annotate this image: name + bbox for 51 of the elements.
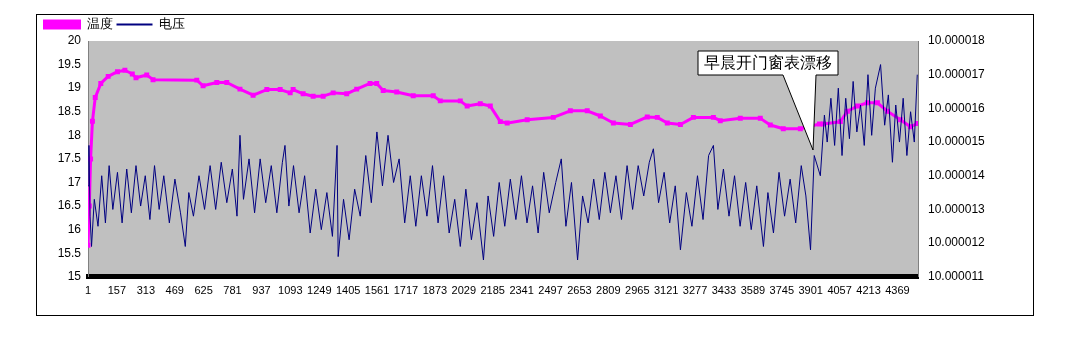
x-tick-label: 1873 — [422, 284, 448, 297]
x-tick-label: 781 — [223, 284, 242, 297]
x-tick-label: 4213 — [856, 284, 881, 297]
y2-tick-label: 10.000012 — [928, 235, 986, 250]
x-tick-label: 1405 — [335, 284, 361, 297]
x-tick-label: 3277 — [682, 284, 708, 297]
x-tick-label: 1 — [84, 284, 92, 297]
x-tick-label: 2341 — [509, 284, 534, 297]
x-tick-label: 2497 — [538, 284, 563, 297]
x-tick-label: 2809 — [596, 284, 621, 297]
y-tick-label: 15 — [67, 269, 82, 284]
legend-label: 电压 — [159, 16, 185, 32]
y2-tick-label: 10.000018 — [928, 33, 986, 48]
x-tick-label: 157 — [107, 284, 127, 297]
y-tick-label: 16.5 — [57, 198, 82, 213]
y2-tick-label: 10.000015 — [928, 134, 986, 149]
y-tick-label: 18.5 — [57, 104, 82, 119]
x-tick-label: 625 — [194, 284, 213, 297]
y2-tick-label: 10.000011 — [928, 269, 985, 284]
y-tick-label: 20 — [67, 33, 82, 48]
x-tick-label: 937 — [252, 284, 271, 297]
annotation: 早晨开门窗表漂移 — [704, 54, 832, 72]
y2-tick-label: 10.000017 — [928, 67, 986, 81]
y-tick-label: 19 — [67, 80, 82, 95]
y2-tick-label: 10.000013 — [928, 201, 986, 216]
y-tick-label: 15.5 — [57, 245, 82, 260]
x-tick-label: 3589 — [740, 284, 766, 297]
x-tick-label: 1717 — [393, 284, 419, 297]
x-tick-label: 313 — [136, 284, 155, 297]
x-tick-label: 2653 — [567, 284, 592, 297]
x-tick-label: 4369 — [885, 284, 910, 297]
y2-tick-label: 10.000016 — [928, 100, 986, 115]
x-tick-label: 469 — [165, 284, 184, 297]
y-tick-label: 17.5 — [57, 151, 82, 166]
x-tick-label: 3901 — [798, 284, 823, 297]
x-tick-label: 2029 — [451, 284, 477, 297]
x-tick-label: 2965 — [625, 284, 650, 297]
x-tick-label: 1249 — [307, 284, 332, 297]
x-tick-label: 3745 — [769, 284, 795, 297]
x-tick-label: 3121 — [653, 284, 679, 297]
y-tick-label: 17 — [67, 174, 82, 189]
y-tick-label: 16 — [67, 221, 82, 236]
y-tick-label: 19.5 — [57, 56, 82, 71]
legend-label: 温度 — [86, 16, 113, 32]
x-tick-label: 1093 — [278, 284, 303, 297]
y-tick-label: 18 — [67, 127, 82, 142]
x-tick-label: 1561 — [364, 284, 390, 297]
x-tick-label: 4057 — [827, 284, 852, 297]
x-tick-label: 2185 — [480, 284, 505, 297]
y2-tick-label: 10.000014 — [928, 168, 986, 183]
x-tick-label: 3433 — [711, 284, 737, 297]
